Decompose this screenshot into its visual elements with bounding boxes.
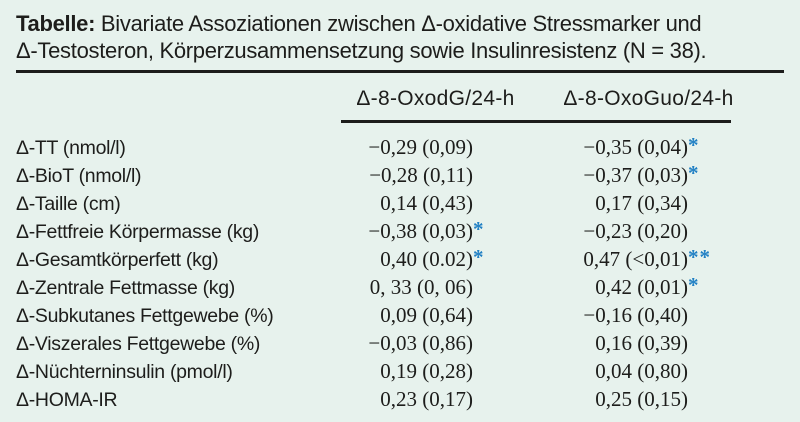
significance-marker-oxoguo: * <box>688 161 700 185</box>
column-header-oxoguo: Δ-8-OxoGuo/24-h <box>563 87 734 110</box>
table-title-line2: Δ-Testosteron, Körperzusammensetzung sow… <box>16 38 707 63</box>
cell-oxoguo: −0,37 (0,03) * <box>506 161 731 189</box>
row-label: Δ-BioT (nmol/l) <box>16 165 142 187</box>
row-label: Δ-Viszerales Fettgewebe (%) <box>16 333 261 355</box>
row-label: Δ-Subkutanes Fettgewebe (%) <box>16 305 274 327</box>
table-row: Δ-TT (nmol/l) −0,29 (0,09) −0,35 (0,04) * <box>16 133 784 162</box>
cell-oxoguo-value: 0,47 (<0,01) <box>583 247 688 271</box>
cell-oxoguo-value: 0,25 (0,15) <box>595 387 688 411</box>
cell-oxodg: −0,28 (0,11) <box>341 162 506 189</box>
row-label: Δ-Fettfreie Körpermasse (kg) <box>16 221 260 243</box>
cell-oxoguo: 0,16 (0,39) <box>506 330 731 357</box>
cell-oxoguo-value: −0,16 (0,40) <box>583 303 688 327</box>
table-row: Δ-HOMA-IR 0,23 (0,17) 0,25 (0,15) <box>16 386 784 414</box>
cell-oxodg-value: 0,14 (0,43) <box>380 191 473 215</box>
table-title-line1: Bivariate Assoziationen zwischen Δ-oxida… <box>95 11 702 36</box>
cell-oxoguo-value: −0,37 (0,03) <box>583 163 688 187</box>
cell-oxodg: −0,29 (0,09) <box>341 134 506 161</box>
table-row: Δ-Subkutanes Fettgewebe (%) 0,09 (0,64) … <box>16 302 784 330</box>
table-row: Δ-Gesamtkörperfett (kg) 0,40 (0.02) * 0,4… <box>16 245 784 274</box>
cell-oxodg-value: −0,38 (0,03) <box>368 219 473 243</box>
table-row: Δ-Nüchterninsulin (pmol/l) 0,19 (0,28) 0… <box>16 358 784 386</box>
cell-oxodg-value: −0,28 (0,11) <box>369 163 473 187</box>
cell-oxoguo-value: 0,04 (0,80) <box>595 359 688 383</box>
significance-marker-oxoguo: ** <box>688 245 711 269</box>
cell-oxodg: 0,14 (0,43) <box>341 190 506 217</box>
cell-oxodg: 0,23 (0,17) <box>341 386 506 413</box>
table-row: Δ-Fettfreie Körpermasse (kg) −0,38 (0,03… <box>16 217 784 246</box>
cell-oxodg-value: 0,23 (0,17) <box>380 387 473 411</box>
table-row: Δ-Zentrale Fettmasse (kg) 0, 33 (0, 06) … <box>16 273 784 302</box>
cell-oxodg-value: 0,40 (0.02) <box>380 247 473 271</box>
table-row: Δ-Viszerales Fettgewebe (%) −0,03 (0,86)… <box>16 330 784 358</box>
table-body: Δ-TT (nmol/l) −0,29 (0,09) −0,35 (0,04) *… <box>16 133 784 414</box>
cell-oxodg-value: 0, 33 (0, 06) <box>369 275 473 299</box>
table-row: Δ-Taille (cm) 0,14 (0,43) 0,17 (0,34) <box>16 190 784 218</box>
cell-oxoguo-value: 0,16 (0,39) <box>595 331 688 355</box>
table-title: Tabelle: Bivariate Assoziationen zwische… <box>16 10 784 64</box>
row-label: Δ-Nüchterninsulin (pmol/l) <box>16 361 233 383</box>
title-divider-rule <box>16 70 784 73</box>
row-label: Δ-HOMA-IR <box>16 389 118 411</box>
cell-oxodg-value: 0,09 (0,64) <box>380 303 473 327</box>
cell-oxoguo-value: 0,17 (0,34) <box>595 191 688 215</box>
significance-marker-oxoguo: * <box>688 133 700 157</box>
cell-oxodg: 0,09 (0,64) <box>341 302 506 329</box>
cell-oxoguo: −0,23 (0,20) <box>506 218 731 245</box>
cell-oxoguo-value: −0,35 (0,04) <box>583 135 688 159</box>
table-row: Δ-BioT (nmol/l) −0,28 (0,11) −0,37 (0,03… <box>16 161 784 190</box>
column-header-oxodg: Δ-8-OxodG/24-h <box>356 87 515 110</box>
cell-oxoguo: 0,47 (<0,01) ** <box>506 245 731 273</box>
cell-oxoguo: −0,35 (0,04) * <box>506 133 731 161</box>
cell-oxodg-value: 0,19 (0,28) <box>380 359 473 383</box>
significance-marker-oxoguo: * <box>688 273 700 297</box>
cell-oxoguo: 0,04 (0,80) <box>506 358 731 385</box>
cell-oxodg-value: −0,29 (0,09) <box>368 135 473 159</box>
row-label: Δ-Gesamtkörperfett (kg) <box>16 249 219 271</box>
cell-oxoguo: 0,17 (0,34) <box>506 190 731 217</box>
row-label: Δ-Zentrale Fettmasse (kg) <box>16 277 235 299</box>
cell-oxodg: 0,40 (0.02) * <box>341 245 506 273</box>
row-label: Δ-Taille (cm) <box>16 193 121 215</box>
cell-oxoguo: −0,16 (0,40) <box>506 302 731 329</box>
cell-oxodg-value: −0,03 (0,86) <box>368 331 473 355</box>
header-underline-rule <box>341 120 731 123</box>
cell-oxoguo: 0,42 (0,01) * <box>506 273 731 301</box>
cell-oxoguo: 0,25 (0,15) <box>506 386 731 413</box>
cell-oxodg: 0, 33 (0, 06) <box>341 274 506 301</box>
significance-marker-oxodg: * <box>473 245 485 269</box>
cell-oxodg: −0,38 (0,03) * <box>341 217 506 245</box>
significance-marker-oxodg: * <box>473 217 485 241</box>
column-header-row: Δ-8-OxodG/24-h Δ-8-OxoGuo/24-h <box>16 86 784 112</box>
row-label: Δ-TT (nmol/l) <box>16 137 126 159</box>
table-title-prefix: Tabelle: <box>16 11 96 36</box>
cell-oxoguo-value: −0,23 (0,20) <box>583 219 688 243</box>
cell-oxodg: −0,03 (0,86) <box>341 330 506 357</box>
cell-oxodg: 0,19 (0,28) <box>341 358 506 385</box>
cell-oxoguo-value: 0,42 (0,01) <box>595 275 688 299</box>
